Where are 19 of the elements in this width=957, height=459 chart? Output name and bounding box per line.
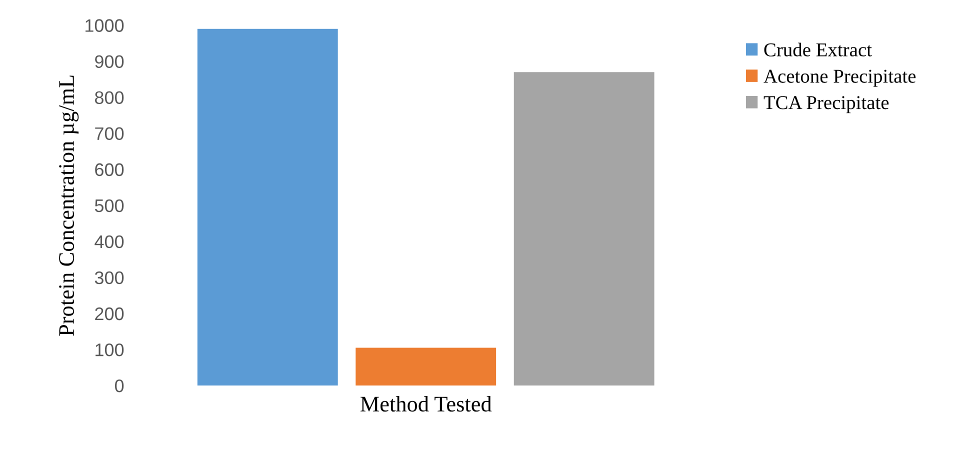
- bar: [197, 28, 338, 386]
- y-tick-label: 600: [95, 163, 124, 176]
- y-tick-label: 400: [94, 235, 124, 248]
- bar: [514, 72, 654, 386]
- legend-label: TCA Precipitate: [764, 96, 889, 114]
- y-tick-label: 900: [95, 55, 124, 68]
- y-tick-label: 1000: [86, 19, 124, 32]
- y-tick-label: 300: [94, 271, 124, 284]
- y-tick-label: 500: [94, 199, 124, 212]
- y-tick-label: 800: [94, 91, 124, 104]
- y-axis-title: Protein Concentration µg/mL: [59, 76, 79, 336]
- bar: [356, 348, 496, 386]
- y-tick-label: 200: [95, 307, 124, 320]
- x-axis-title: Method Tested: [360, 396, 492, 412]
- legend-label: Acetone Precipitate: [764, 70, 916, 87]
- y-tick-label: 0: [115, 379, 124, 392]
- y-tick-label: 700: [95, 127, 124, 140]
- y-tick-label: 100: [96, 343, 124, 356]
- legend-label: Crude Extract: [764, 42, 872, 56]
